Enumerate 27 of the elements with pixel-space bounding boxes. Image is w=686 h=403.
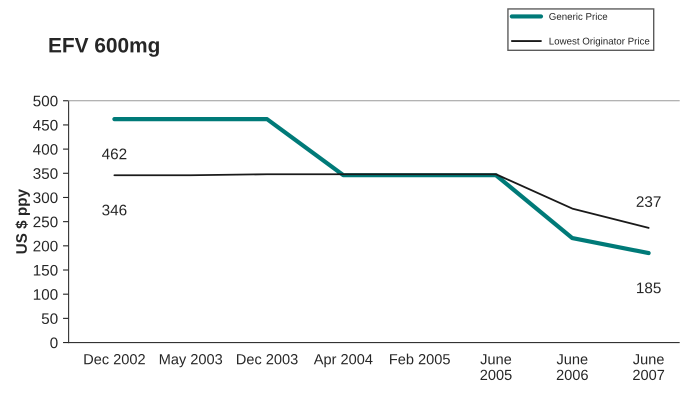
y-tick-label: 0 <box>50 337 58 348</box>
y-tick-label: 300 <box>33 192 58 204</box>
x-tick-label: June 2005 <box>480 354 512 380</box>
y-axis-title: US $ ppy <box>15 189 30 254</box>
y-tick-label: 250 <box>33 216 58 228</box>
x-tick-label: Apr 2004 <box>314 354 373 368</box>
x-tick-label: Dec 2002 <box>84 354 145 364</box>
y-tick-label: 400 <box>33 144 58 155</box>
data-label: 346 <box>102 204 126 216</box>
y-tick-label: 100 <box>34 289 58 300</box>
data-label: 185 <box>637 282 661 294</box>
legend-label: Lowest Originator Price <box>550 37 650 46</box>
x-tick-label: May 2003 <box>160 354 222 368</box>
y-tick-label: 350 <box>33 168 58 179</box>
x-tick-label: June 2007 <box>633 354 664 380</box>
x-tick-label: Feb 2005 <box>390 354 450 364</box>
chart-title: EFV 600mg <box>49 38 159 57</box>
x-tick-label: Dec 2003 <box>237 354 298 364</box>
legend-label: Generic Price <box>549 12 608 20</box>
y-tick-label: 200 <box>33 240 58 252</box>
y-tick-label: 500 <box>33 96 58 106</box>
y-tick-label: 450 <box>33 120 58 131</box>
x-tick-label: June 2006 <box>556 354 588 380</box>
data-label: 462 <box>102 148 126 160</box>
y-tick-label: 150 <box>34 264 58 276</box>
y-tick-label: 50 <box>42 313 58 324</box>
data-label: 237 <box>636 196 661 208</box>
